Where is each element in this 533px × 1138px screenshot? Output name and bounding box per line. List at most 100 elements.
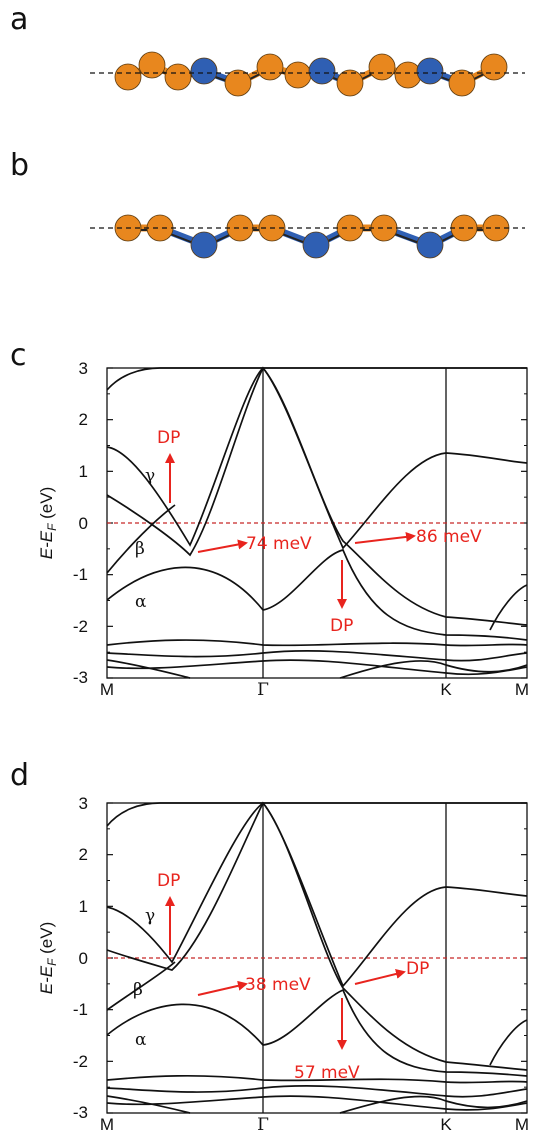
band-label-c-gamma: γ (145, 466, 155, 486)
y-axis-label-d: E-EF (eV) (37, 922, 59, 995)
kpoint-c-0: M (100, 680, 114, 699)
annotation-d-gap1: 38 meV (245, 975, 311, 995)
band-d-2 (106, 801, 528, 1071)
arrow-d-gap1 (197, 980, 248, 996)
svg-text:E-EF (eV): E-EF (eV) (37, 487, 59, 560)
kpoint-d-2: K (440, 1115, 452, 1134)
annotation-d-dp-up: DP (157, 871, 180, 891)
band-d-low4 (106, 1095, 528, 1111)
annotation-c-gap1: 74 meV (246, 534, 312, 554)
annotation-c-dp-up: DP (157, 428, 180, 448)
structure-a-atoms (114, 51, 508, 97)
band-c-5 (106, 367, 527, 391)
orange-atom (224, 69, 252, 97)
blue-atom (416, 231, 444, 259)
kpoint-c-1: Γ (257, 680, 269, 700)
band-c-3 (106, 549, 528, 641)
band-d-4 (106, 961, 176, 1011)
orange-atom (226, 214, 254, 242)
orange-atom (394, 61, 422, 89)
ytick-label-c-5: -2 (73, 617, 88, 636)
ytick-label-c-6: -3 (73, 668, 88, 687)
ytick-label-d-1: 2 (79, 845, 88, 864)
band-c-low4 (106, 659, 528, 676)
band-c-low1 (106, 639, 528, 647)
band-c-low3 (106, 659, 528, 679)
ytick-label-d-6: -3 (73, 1103, 88, 1122)
arrow-c-gap2 (354, 531, 416, 544)
ylabel-d-sub: F (45, 958, 59, 966)
band-d-5 (106, 802, 527, 827)
annotation-c-gap2: 86 meV (416, 527, 482, 547)
annotation-d-dp-right: DP (406, 959, 429, 979)
orange-atom (480, 53, 508, 81)
blue-atom (308, 57, 336, 85)
band-c-6 (489, 584, 528, 631)
band-label-c-alpha: α (135, 592, 147, 612)
annotations-c (165, 453, 416, 609)
band-label-d-alpha: α (135, 1030, 147, 1050)
blue-atom (190, 57, 218, 85)
ytick-label-d-2: 1 (79, 897, 88, 916)
ylabel-c-unit: (eV) (37, 487, 56, 524)
band-c-2 (106, 366, 528, 626)
band-structure-d: 3 2 1 0 -1 -2 -3 E-EF (eV) γ β α DP 38 m… (37, 794, 529, 1135)
band-d-low2 (106, 1085, 528, 1098)
panel-label-d: d (10, 758, 30, 793)
orange-atom (336, 69, 364, 97)
kpoint-d-0: M (100, 1115, 114, 1134)
kpoint-c-2: K (440, 680, 452, 699)
ytick-label-c-2: 1 (79, 462, 88, 481)
orange-atom (256, 53, 284, 81)
blue-atom (416, 57, 444, 85)
orange-atom (284, 61, 312, 89)
ytick-label-c-0: 3 (79, 359, 88, 378)
ytick-label-d-0: 3 (79, 794, 88, 813)
orange-atom (114, 63, 142, 91)
ytick-label-c-1: 2 (79, 410, 88, 429)
ytick-label-d-4: -1 (73, 1000, 88, 1019)
band-lines-d (106, 801, 528, 1114)
arrow-c-gap1 (197, 539, 248, 553)
orange-atom (370, 214, 398, 242)
ylabel-d-main: E-E (37, 965, 56, 994)
annotation-d-gap2: 57 meV (294, 1063, 360, 1083)
ytick-label-d-5: -2 (73, 1052, 88, 1071)
kpoint-d-3: M (515, 1115, 529, 1134)
blue-atom (302, 231, 330, 259)
orange-atom (164, 63, 192, 91)
band-label-c-beta: β (135, 539, 145, 559)
orange-atom (368, 53, 396, 81)
orange-atom (146, 214, 174, 242)
ytick-label-c-3: 0 (79, 514, 88, 533)
band-label-d-gamma: γ (145, 906, 155, 926)
blue-atom (190, 231, 218, 259)
structure-b-atoms (114, 214, 510, 259)
annotation-c-dp-down: DP (330, 616, 353, 636)
kpoint-c-3: M (515, 680, 529, 699)
structure-b (90, 214, 525, 259)
band-d-3 (106, 988, 528, 1077)
band-c-low2 (106, 650, 528, 662)
band-d-low1 (106, 1074, 528, 1084)
ylabel-c-sub: F (45, 523, 59, 531)
orange-atom (138, 51, 166, 79)
ytick-label-c-4: -1 (73, 565, 88, 584)
panel-label-c: c (10, 338, 27, 373)
svg-text:E-EF (eV): E-EF (eV) (37, 922, 59, 995)
panel-label-b: b (10, 148, 30, 183)
ytick-label-d-3: 0 (79, 949, 88, 968)
band-d-1 (106, 801, 528, 988)
annotations-d (165, 896, 406, 1050)
orange-atom (336, 214, 364, 242)
ylabel-c-main: E-E (37, 530, 56, 559)
orange-atom (448, 69, 476, 97)
structure-a (90, 51, 525, 97)
band-d-6 (489, 1019, 528, 1066)
band-label-d-beta: β (133, 980, 143, 1000)
band-lines-c (106, 366, 528, 679)
kpoint-d-1: Γ (257, 1115, 269, 1135)
band-structure-c: 3 2 1 0 -1 -2 -3 E-EF (eV) γ β α DP 74 m… (37, 359, 529, 700)
arrow-d-dp-right (354, 969, 406, 985)
y-axis-label-c: E-EF (eV) (37, 487, 59, 560)
